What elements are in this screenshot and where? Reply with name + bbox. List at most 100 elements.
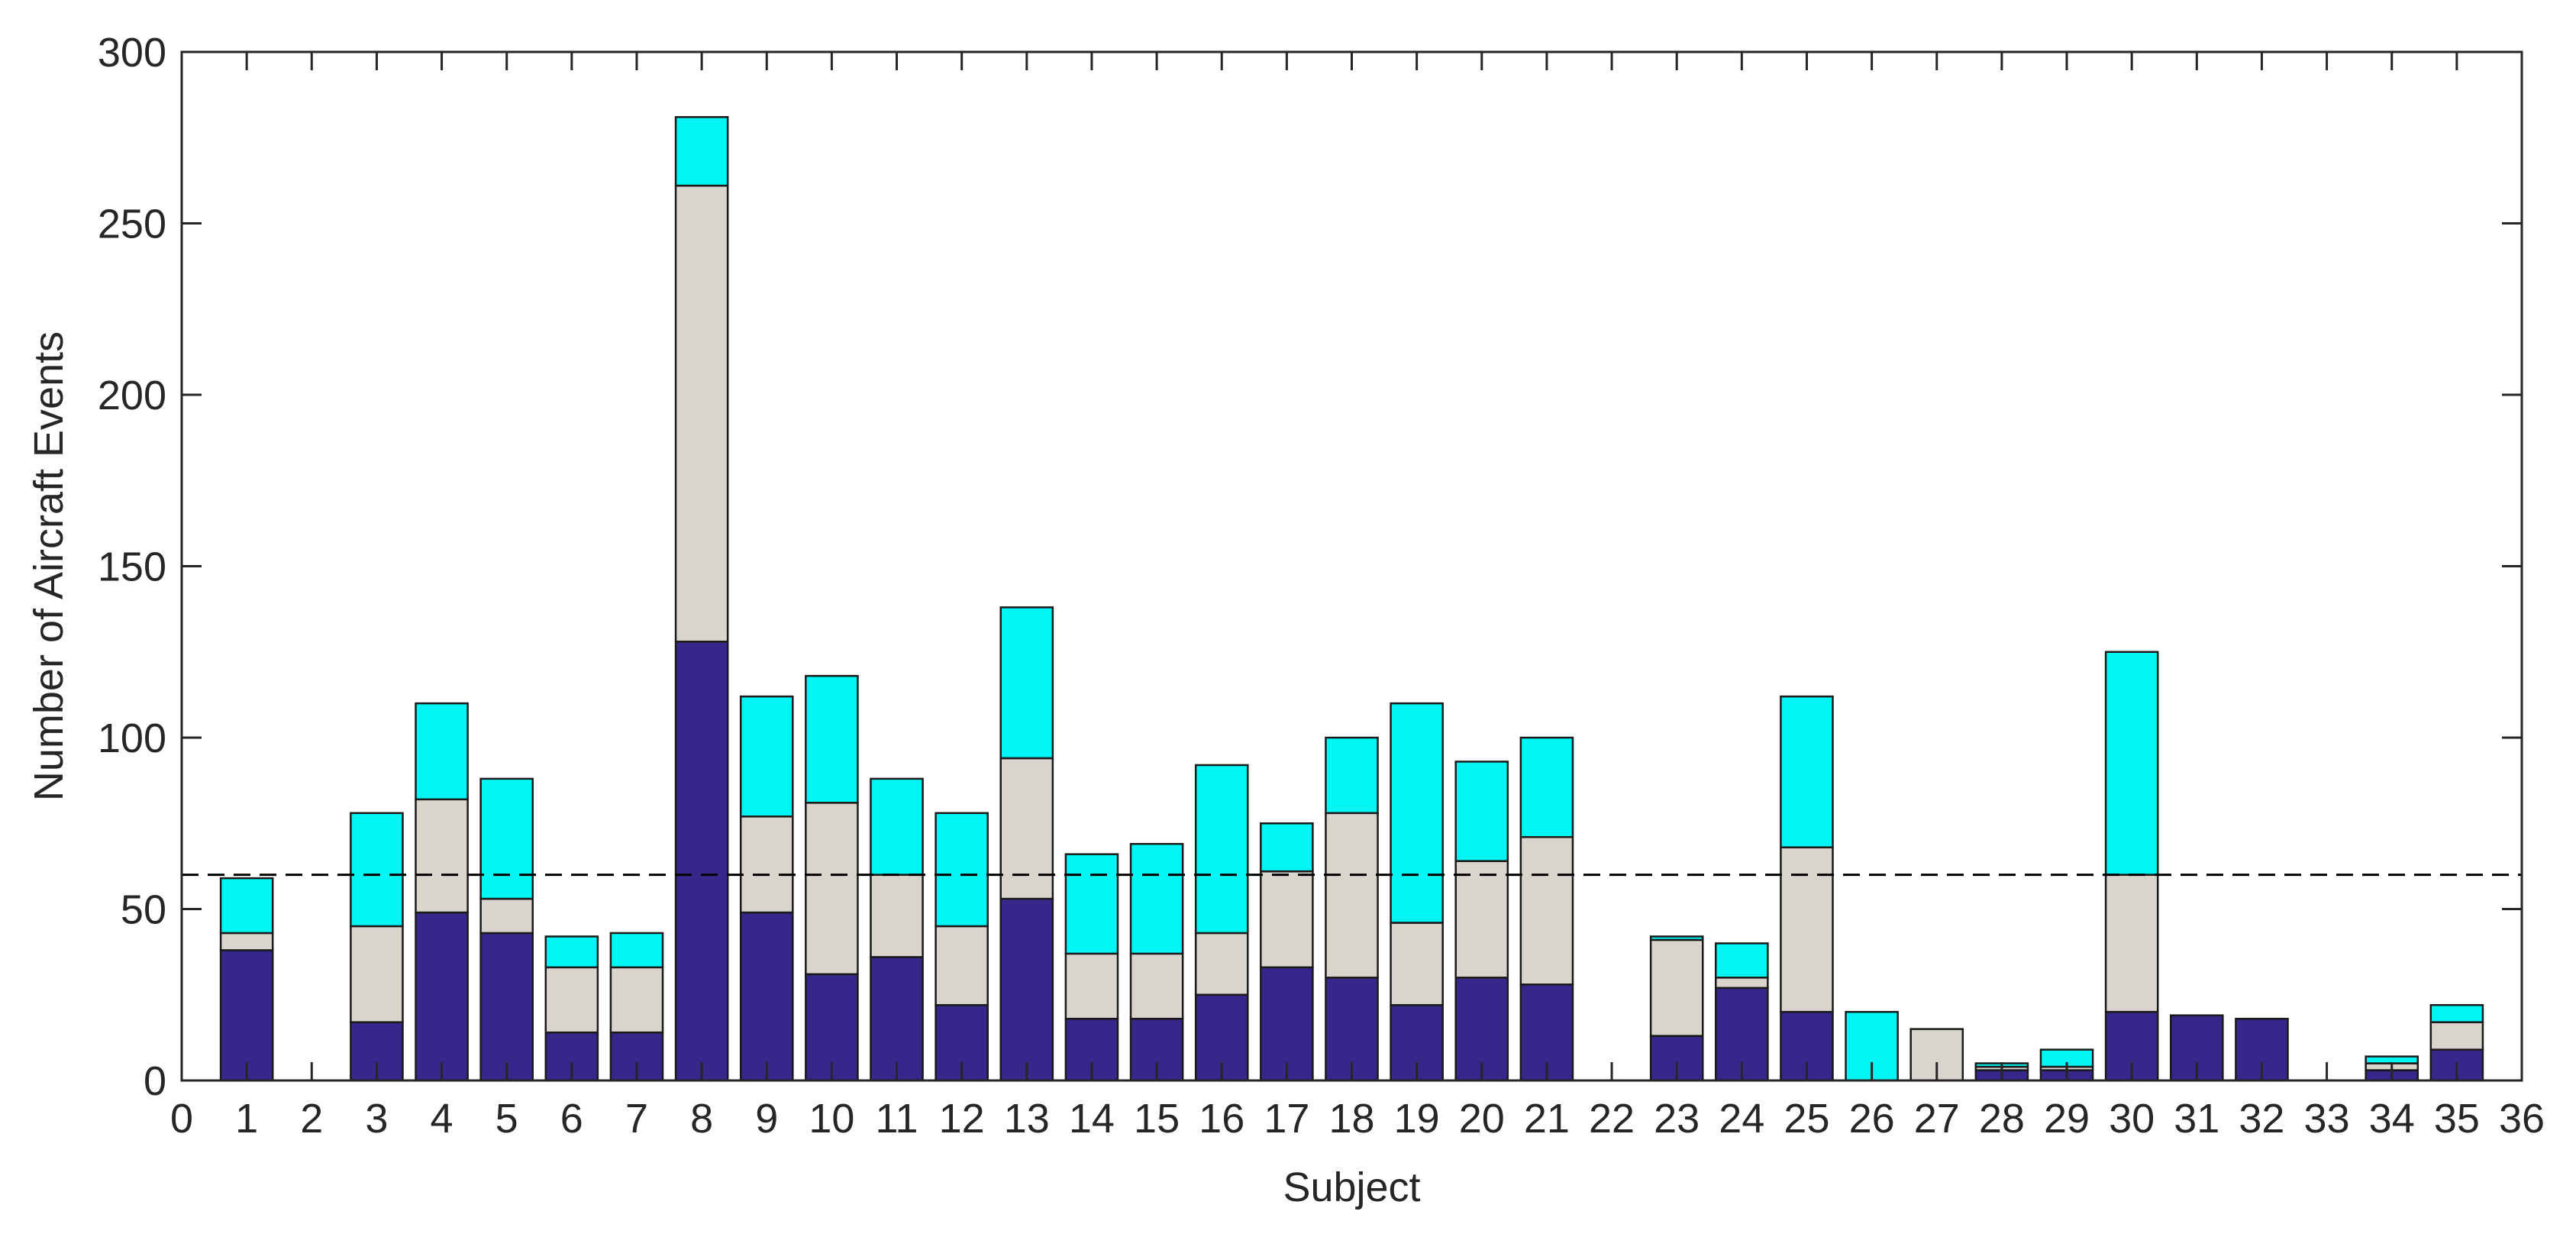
bar-segment-3-subject-5 (479, 777, 534, 900)
bar-segment-3-subject-10 (805, 674, 859, 804)
bar-segment-2-subject-11 (870, 874, 924, 958)
bar-segment-3-subject-7 (609, 932, 664, 969)
x-tick-label: 8 (690, 1096, 713, 1142)
bar-segment-3-subject-24 (1715, 942, 1769, 979)
x-tick-label: 34 (2369, 1096, 2415, 1142)
y-tick-label: 300 (98, 30, 166, 76)
bar-segment-1-subject-1 (219, 949, 274, 1082)
bar-segment-3-subject-16 (1194, 764, 1249, 935)
bar-segment-2-subject-10 (805, 802, 859, 976)
x-tick-label: 16 (1199, 1096, 1244, 1142)
x-tick-label: 20 (1459, 1096, 1505, 1142)
bar-segment-2-subject-21 (1519, 835, 1574, 986)
x-tick-label: 33 (2304, 1096, 2350, 1142)
x-tick-label: 26 (1849, 1096, 1895, 1142)
x-tick-label: 4 (431, 1096, 454, 1142)
bar-segment-2-subject-20 (1454, 860, 1509, 979)
x-tick-label: 1 (235, 1096, 258, 1142)
bar-segment-2-subject-17 (1260, 870, 1314, 969)
bar-segment-1-subject-5 (479, 932, 534, 1082)
x-tick-label: 24 (1719, 1096, 1764, 1142)
x-tick-label: 30 (2109, 1096, 2155, 1142)
bar-segment-1-subject-9 (739, 911, 794, 1082)
x-tick-label: 10 (809, 1096, 854, 1142)
bar-segment-2-subject-7 (609, 966, 664, 1034)
bar-segment-3-subject-20 (1454, 761, 1509, 862)
x-tick-label: 29 (2044, 1096, 2090, 1142)
x-tick-label: 23 (1654, 1096, 1700, 1142)
x-tick-label: 32 (2239, 1096, 2284, 1142)
x-tick-label: 5 (496, 1096, 518, 1142)
bar-segment-3-subject-4 (415, 702, 469, 801)
y-tick-label: 150 (98, 544, 166, 590)
x-tick-label: 21 (1524, 1096, 1570, 1142)
bar-segment-3-subject-8 (674, 116, 729, 187)
x-tick-label: 0 (170, 1096, 193, 1142)
y-axis-label: Number of Aircraft Events (26, 331, 72, 801)
bar-segment-2-subject-12 (935, 925, 989, 1006)
y-tick-label: 0 (144, 1058, 166, 1104)
bar-segment-3-subject-9 (739, 695, 794, 818)
bar-segment-3-subject-17 (1260, 822, 1314, 873)
bar-segment-2-subject-6 (544, 966, 599, 1034)
bar-segment-2-subject-1 (219, 932, 274, 951)
x-tick-label: 19 (1394, 1096, 1440, 1142)
bar-segment-1-subject-4 (415, 911, 469, 1082)
bar-segment-2-subject-13 (999, 757, 1054, 900)
bars-layer (219, 116, 2484, 1082)
bar-segment-3-subject-25 (1780, 695, 1834, 848)
y-tick-label: 250 (98, 202, 166, 247)
x-tick-label: 28 (1979, 1096, 2025, 1142)
bar-segment-3-subject-30 (2104, 651, 2159, 876)
bar-segment-3-subject-13 (999, 606, 1054, 760)
y-tick-label: 100 (98, 715, 166, 761)
x-axis-label: Subject (1283, 1164, 1420, 1210)
bar-segment-3-subject-6 (544, 935, 599, 969)
x-tick-label: 9 (755, 1096, 778, 1142)
bar-segment-2-subject-16 (1194, 932, 1249, 996)
bar-segment-2-subject-8 (674, 184, 729, 643)
bar-segment-2-subject-24 (1715, 977, 1769, 990)
bar-segment-3-subject-15 (1129, 842, 1184, 955)
bar-segment-2-subject-19 (1390, 922, 1444, 1006)
bar-segment-2-subject-15 (1129, 952, 1184, 1020)
x-tick-label: 6 (560, 1096, 583, 1142)
bar-segment-2-subject-3 (350, 925, 404, 1023)
x-tick-label: 11 (875, 1096, 918, 1142)
x-tick-label: 15 (1134, 1096, 1180, 1142)
bar-segment-3-subject-3 (350, 812, 404, 928)
bar-segment-2-subject-25 (1780, 846, 1834, 1013)
x-tick-label: 14 (1069, 1096, 1115, 1142)
bar-segment-1-subject-11 (870, 956, 924, 1082)
bar-segment-2-subject-35 (2429, 1021, 2484, 1051)
bar-segment-2-subject-5 (479, 897, 534, 935)
x-tick-label: 18 (1328, 1096, 1374, 1142)
bar-segment-3-subject-11 (870, 777, 924, 876)
bar-segment-3-subject-1 (219, 877, 274, 935)
x-tick-label: 2 (300, 1096, 323, 1142)
bar-segment-2-subject-30 (2104, 874, 2159, 1013)
bar-segment-3-subject-18 (1325, 736, 1379, 815)
bar-segment-3-subject-23 (1649, 935, 1704, 942)
bar-segment-1-subject-13 (999, 897, 1054, 1082)
y-tick-label: 200 (98, 373, 166, 418)
x-tick-label: 36 (2499, 1096, 2545, 1142)
bar-segment-2-subject-9 (739, 816, 794, 914)
bar-segment-1-subject-8 (674, 641, 729, 1082)
bar-segment-2-subject-23 (1649, 938, 1704, 1037)
x-tick-label: 35 (2434, 1096, 2480, 1142)
x-tick-label: 7 (625, 1096, 648, 1142)
bar-segment-3-subject-12 (935, 812, 989, 928)
x-tick-label: 27 (1914, 1096, 1960, 1142)
x-tick-label: 31 (2174, 1096, 2219, 1142)
bar-segment-3-subject-14 (1064, 853, 1119, 955)
x-tick-label: 25 (1784, 1096, 1829, 1142)
x-tick-label: 13 (1004, 1096, 1050, 1142)
bar-segment-2-subject-18 (1325, 812, 1379, 979)
x-tick-label: 3 (365, 1096, 388, 1142)
bar-segment-2-subject-4 (415, 798, 469, 914)
bar-segment-3-subject-21 (1519, 736, 1574, 838)
bar-segment-2-subject-14 (1064, 952, 1119, 1020)
x-tick-label: 22 (1589, 1096, 1635, 1142)
